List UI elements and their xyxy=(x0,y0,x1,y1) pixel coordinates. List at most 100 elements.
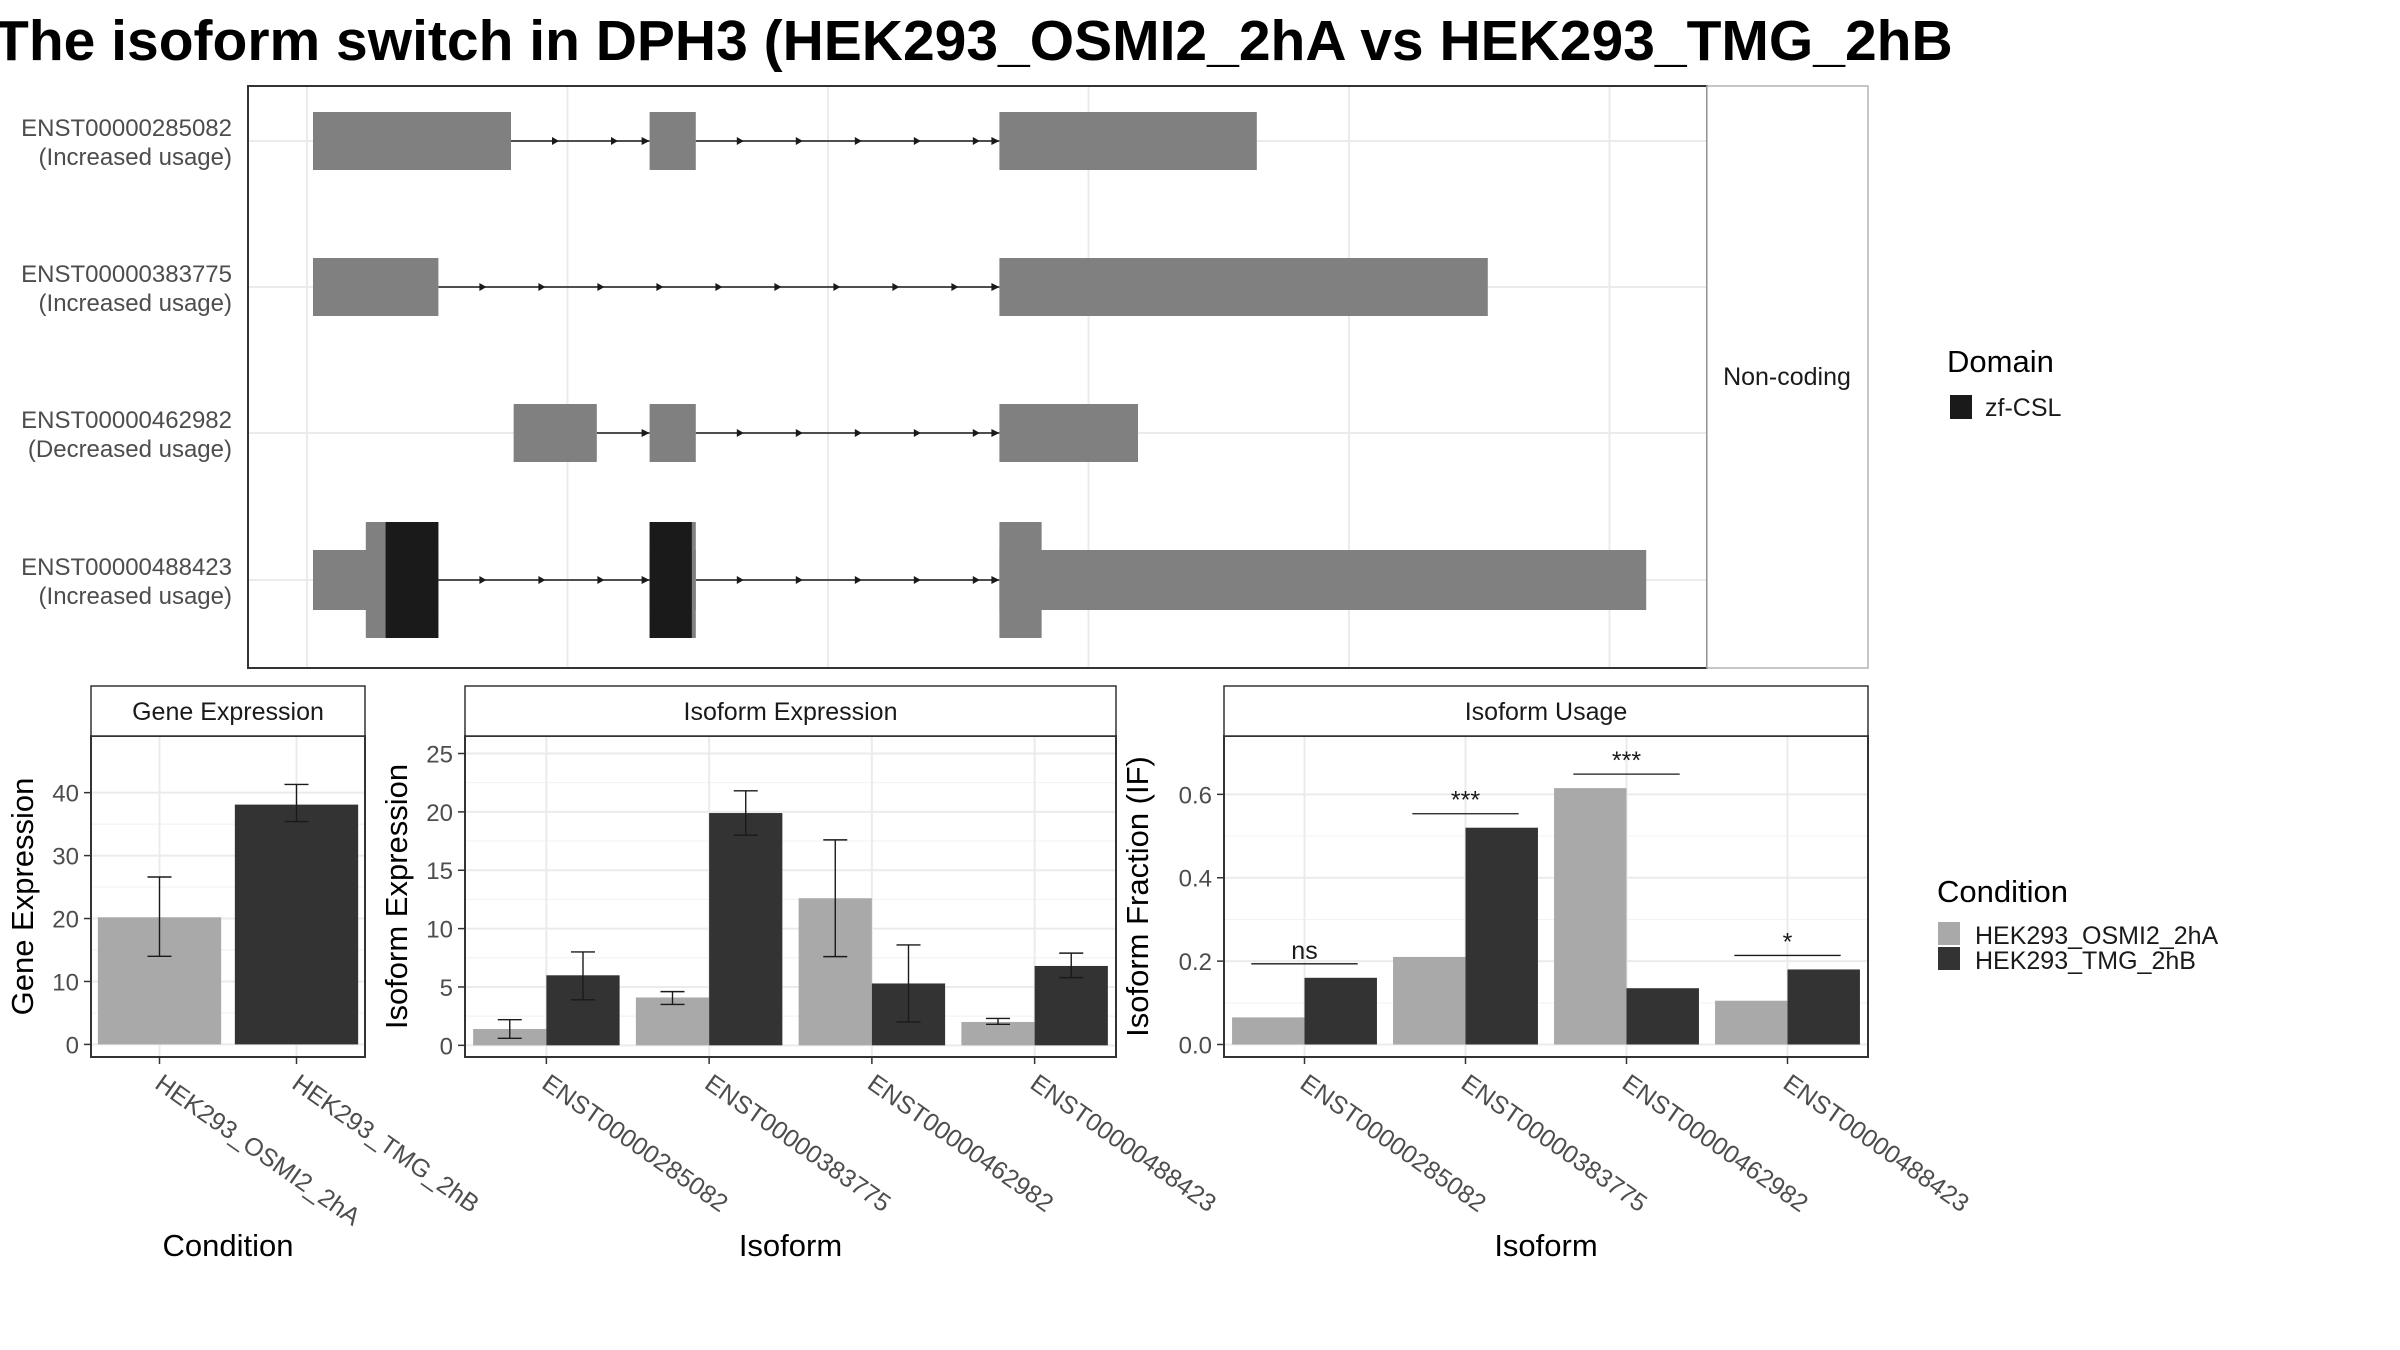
transcript-id-label: ENST00000285082 xyxy=(21,115,232,142)
domain-legend-label: zf-CSL xyxy=(1985,394,2062,422)
y-tick-label: 20 xyxy=(426,800,453,827)
intron-arrow-icon xyxy=(538,283,546,291)
domain-block xyxy=(649,522,692,638)
intron-arrow-icon xyxy=(991,137,1000,145)
y-tick-label: 10 xyxy=(52,969,79,996)
significance-label: ns xyxy=(1291,937,1317,965)
intron-arrow-icon xyxy=(795,576,803,584)
condition-legend-title: Condition xyxy=(1937,874,2068,909)
transcript-id-label: ENST00000488423 xyxy=(21,554,232,581)
intron-arrow-icon xyxy=(479,576,487,584)
intron-arrow-icon xyxy=(913,429,921,437)
intron-arrow-icon xyxy=(892,283,900,291)
intron-arrow-icon xyxy=(656,283,664,291)
intron-arrow-icon xyxy=(597,576,605,584)
intron-arrow-icon xyxy=(641,137,650,145)
cds-block xyxy=(999,522,1042,638)
domain-block xyxy=(385,522,439,638)
panel-title: Gene Expression xyxy=(132,698,324,726)
intron-arrow-icon xyxy=(972,429,980,437)
y-tick-label: 30 xyxy=(52,844,79,871)
significance-label: *** xyxy=(1451,787,1480,815)
domain-legend-title: Domain xyxy=(1947,344,2054,379)
exon-block xyxy=(999,258,1488,316)
transcript-usage-label: (Increased usage) xyxy=(39,583,232,610)
intron-arrow-icon xyxy=(795,137,803,145)
bar-condition-a xyxy=(1393,956,1466,1045)
bar-condition-a xyxy=(1232,1017,1305,1045)
intron-arrow-icon xyxy=(736,576,744,584)
transcript-id-label: ENST00000462982 xyxy=(21,407,232,434)
transcript-usage-label: (Increased usage) xyxy=(39,144,232,171)
intron-arrow-icon xyxy=(479,283,487,291)
significance-label: *** xyxy=(1612,747,1641,775)
y-tick-label: 0.0 xyxy=(1179,1032,1212,1059)
x-axis-title: Isoform xyxy=(739,1228,842,1263)
transcript-usage-label: (Increased usage) xyxy=(39,290,232,317)
y-axis-title: Gene Expression xyxy=(5,778,40,1016)
isoform-expression-panel: Isoform Expression0510152025ENST00000285… xyxy=(379,685,1221,1263)
transcript-id-label: ENST00000383775 xyxy=(21,261,232,288)
exon-block xyxy=(649,112,696,170)
significance-label: * xyxy=(1783,928,1793,956)
intron-arrow-icon xyxy=(854,576,862,584)
y-tick-label: 40 xyxy=(52,781,79,808)
y-tick-label: 20 xyxy=(52,907,79,934)
bar-condition-b xyxy=(1787,969,1860,1045)
intron-arrow-icon xyxy=(951,283,959,291)
y-axis-title: Isoform Fraction (IF) xyxy=(1120,756,1155,1037)
condition-legend-key xyxy=(1938,947,1960,970)
y-tick-label: 0.2 xyxy=(1179,949,1212,976)
panel-strip xyxy=(1223,685,1869,737)
page-title: The isoform switch in DPH3 (HEK293_OSMI2… xyxy=(0,9,1953,73)
exon-block xyxy=(649,404,696,462)
domain-legend-key xyxy=(1950,395,1972,419)
exon-block xyxy=(313,112,511,170)
bar-condition-b xyxy=(1034,965,1108,1046)
intron-arrow-icon xyxy=(611,137,618,145)
panel-strip xyxy=(90,685,366,737)
intron-arrow-icon xyxy=(597,283,605,291)
exon-block xyxy=(999,112,1257,170)
intron-arrow-icon xyxy=(972,576,980,584)
domain-legend: Domain zf-CSL xyxy=(1947,344,2062,422)
bar xyxy=(234,804,359,1045)
y-axis-title: Isoform Expression xyxy=(379,764,414,1029)
panel-strip xyxy=(464,685,1117,737)
y-tick-label: 0 xyxy=(66,1032,79,1059)
intron-arrow-icon xyxy=(854,137,862,145)
intron-arrow-icon xyxy=(854,429,862,437)
y-tick-label: 0.4 xyxy=(1179,866,1212,893)
exon-block xyxy=(513,404,597,462)
condition-legend-label: HEK293_OSMI2_2hA xyxy=(1975,922,2219,950)
transcript-usage-label: (Decreased usage) xyxy=(28,436,232,463)
bar-condition-a xyxy=(635,997,710,1046)
strip-label: Non-coding xyxy=(1723,363,1851,391)
bar-condition-b xyxy=(1626,988,1699,1045)
isoform-usage-panel: ns*******Isoform Usage0.00.20.40.6ENST00… xyxy=(1120,685,1974,1263)
exon-block xyxy=(999,404,1138,462)
structure-strip xyxy=(1706,85,1869,669)
intron-arrow-icon xyxy=(552,137,559,145)
x-axis-title: Condition xyxy=(163,1228,294,1263)
bar-condition-b xyxy=(709,813,783,1046)
intron-arrow-icon xyxy=(833,283,841,291)
intron-arrow-icon xyxy=(991,429,1000,437)
intron-arrow-icon xyxy=(715,283,723,291)
x-axis-title: Isoform xyxy=(1494,1228,1597,1263)
panel-title: Isoform Expression xyxy=(684,698,898,726)
intron-arrow-icon xyxy=(736,429,744,437)
intron-arrow-icon xyxy=(913,576,921,584)
exon-block xyxy=(999,550,1647,610)
y-tick-label: 0 xyxy=(440,1033,453,1060)
exon-block xyxy=(313,258,439,316)
condition-legend-key xyxy=(1938,922,1960,945)
y-tick-label: 25 xyxy=(426,742,453,769)
bar-condition-a xyxy=(1715,1000,1788,1045)
intron-arrow-icon xyxy=(991,283,1000,291)
intron-arrow-icon xyxy=(538,576,546,584)
intron-arrow-icon xyxy=(641,576,650,584)
